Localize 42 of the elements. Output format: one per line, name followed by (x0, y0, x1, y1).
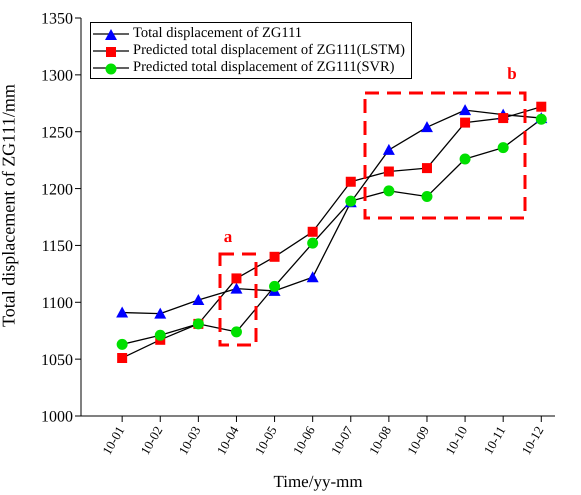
y-tick-label: 1050 (41, 352, 73, 369)
point (421, 191, 432, 202)
y-tick-label: 1250 (41, 124, 73, 142)
point (383, 185, 394, 196)
point (231, 273, 242, 284)
point (307, 238, 318, 249)
point (536, 102, 546, 112)
point (116, 338, 128, 350)
x-axis-title: Time/yy-mm (273, 472, 363, 491)
point (306, 271, 319, 282)
y-tick-label: 1300 (41, 68, 73, 85)
point (116, 306, 128, 318)
point (346, 176, 356, 187)
point (192, 294, 204, 306)
legend-label: Total displacement of ZG111 (133, 25, 302, 42)
point (384, 166, 394, 177)
y-tick-label: 1350 (41, 10, 73, 28)
point (270, 252, 280, 262)
y-tick-label: 1150 (42, 238, 73, 256)
y-axis-title: Total displacement of ZG111/mm (0, 84, 18, 327)
annotation: b (507, 64, 517, 83)
point (154, 308, 166, 319)
point (460, 118, 470, 128)
annotation: a (224, 227, 233, 246)
point (382, 144, 395, 155)
y-tick-label: 1100 (42, 294, 73, 312)
point (498, 113, 508, 124)
legend-label: Predicted total displacement of ZG111(LSTM) (133, 42, 405, 59)
point (459, 104, 472, 116)
point (269, 280, 280, 292)
point (154, 330, 166, 341)
point (422, 163, 432, 174)
point (117, 353, 128, 364)
y-tick-label: 1200 (41, 181, 73, 198)
point (230, 282, 242, 294)
point (460, 154, 471, 165)
point (230, 326, 242, 338)
y-tick-label: 1000 (41, 408, 73, 426)
legend-label: Predicted total displacement of ZG111(SVR) (133, 59, 394, 76)
point (308, 226, 318, 237)
point (498, 142, 509, 154)
point (420, 121, 433, 132)
